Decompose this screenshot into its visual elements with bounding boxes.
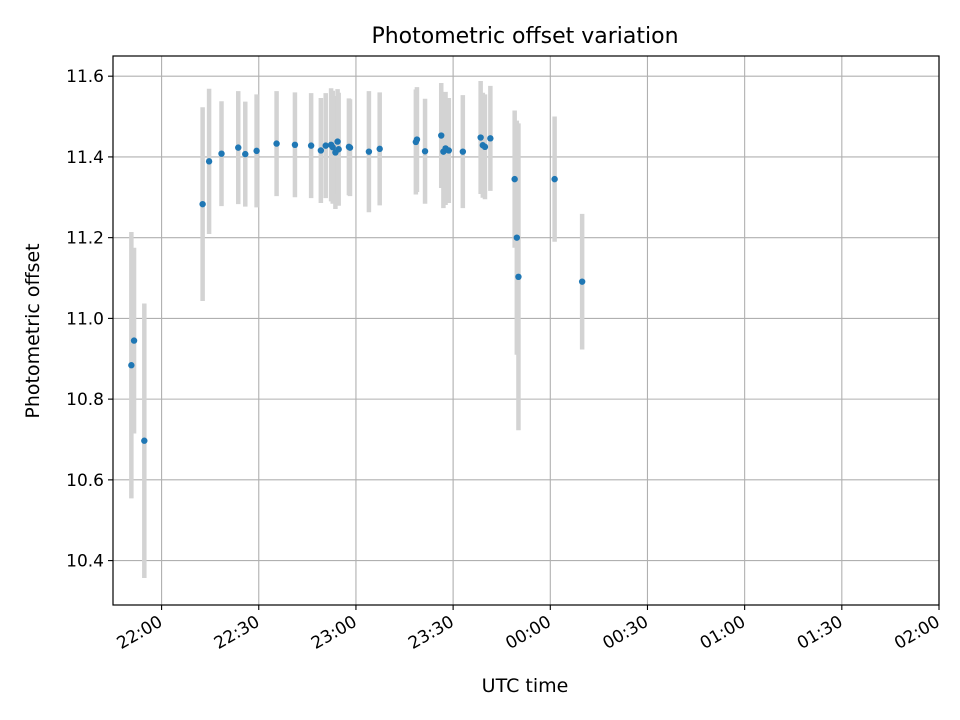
data-point bbox=[578, 278, 586, 285]
data-point bbox=[291, 141, 299, 149]
y-tick-label: 10.6 bbox=[66, 471, 104, 491]
data-point bbox=[218, 150, 225, 157]
data-point bbox=[317, 147, 325, 154]
data-point bbox=[421, 148, 429, 155]
plot-frame bbox=[112, 55, 940, 606]
data-point bbox=[515, 273, 522, 281]
data-point bbox=[335, 146, 342, 153]
data-point bbox=[273, 140, 280, 147]
data-point bbox=[365, 148, 373, 155]
data-point bbox=[513, 234, 521, 241]
data-point bbox=[205, 158, 213, 165]
y-axis-ticks: 10.4 10.6 10.8 11.0 11.2 11.4 11.6 bbox=[66, 67, 113, 572]
data-point bbox=[130, 337, 138, 344]
data-point bbox=[438, 132, 445, 139]
x-axis-label: UTC time bbox=[482, 675, 569, 697]
data-point bbox=[376, 145, 383, 153]
data-point bbox=[141, 437, 148, 444]
data-point bbox=[445, 147, 452, 154]
data-point bbox=[329, 144, 336, 151]
y-tick-label: 11.4 bbox=[66, 148, 104, 168]
data-point bbox=[477, 134, 484, 141]
data-point bbox=[487, 135, 494, 142]
data-point bbox=[413, 136, 421, 143]
data-point bbox=[551, 175, 558, 183]
y-tick-label: 10.4 bbox=[66, 552, 104, 572]
y-tick-label: 11.0 bbox=[66, 309, 104, 329]
data-point bbox=[459, 148, 467, 155]
data-point bbox=[322, 142, 329, 149]
y-tick-label: 11.2 bbox=[66, 229, 104, 249]
data-point bbox=[199, 200, 206, 208]
data-point bbox=[128, 362, 135, 369]
data-point bbox=[307, 142, 315, 149]
data-point bbox=[242, 150, 249, 158]
y-axis-label: Photometric offset bbox=[22, 243, 44, 418]
data-point bbox=[346, 144, 354, 151]
data-point bbox=[253, 147, 260, 155]
data-point bbox=[235, 144, 242, 151]
y-tick-label: 10.8 bbox=[66, 390, 104, 410]
data-point bbox=[334, 138, 341, 145]
chart-title: Photometric offset variation bbox=[371, 24, 678, 49]
data-points bbox=[128, 132, 586, 444]
y-tick-label: 11.6 bbox=[66, 67, 104, 87]
data-point bbox=[511, 175, 518, 183]
data-point bbox=[481, 143, 489, 151]
